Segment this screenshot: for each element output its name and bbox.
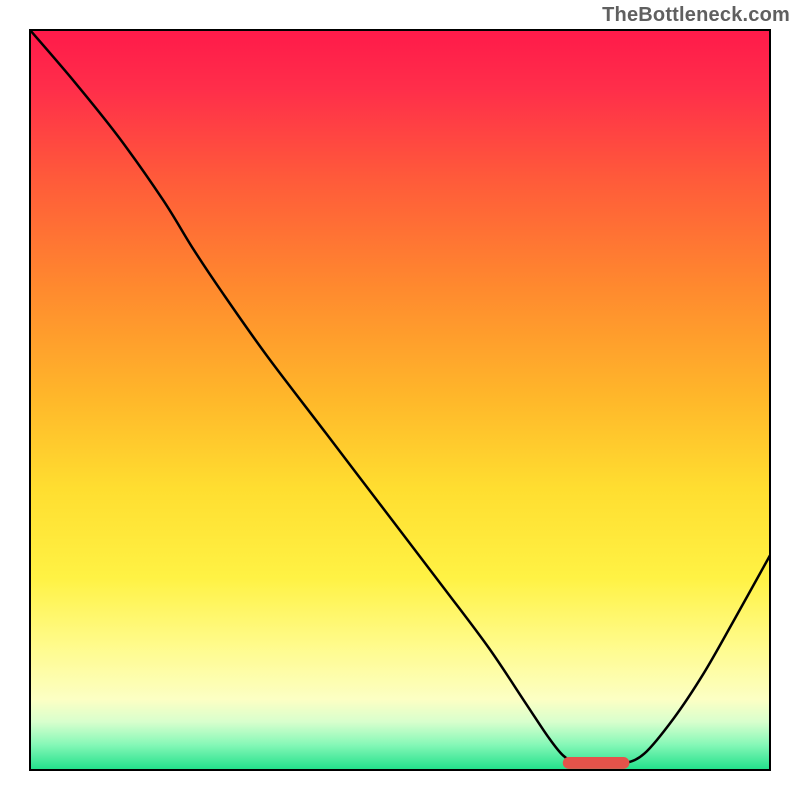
optimum-marker — [563, 757, 630, 769]
plot-background — [30, 30, 770, 770]
bottleneck-curve-chart — [0, 0, 800, 800]
chart-container: TheBottleneck.com — [0, 0, 800, 800]
watermark-text: TheBottleneck.com — [602, 4, 790, 27]
